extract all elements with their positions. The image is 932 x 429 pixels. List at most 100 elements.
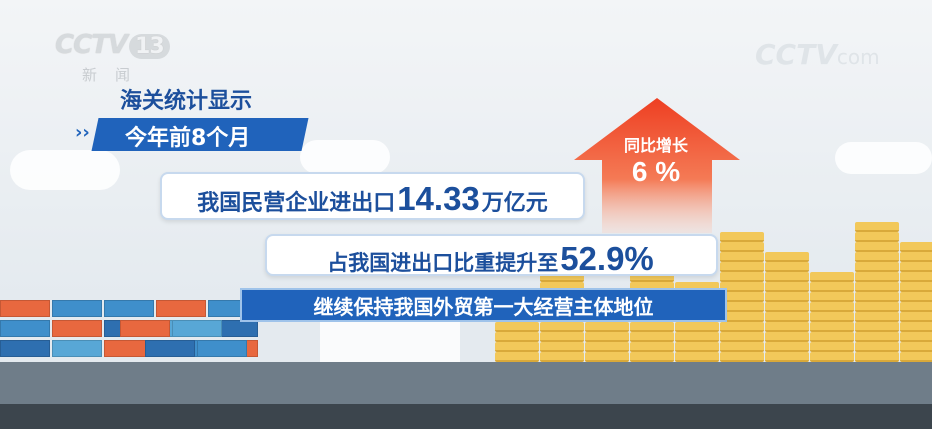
coin: [720, 272, 764, 282]
coin: [855, 302, 899, 312]
cloud: [835, 142, 932, 174]
coin: [765, 322, 809, 332]
coin: [810, 312, 854, 322]
coin: [810, 332, 854, 342]
coin: [495, 322, 539, 332]
growth-value: 6 %: [631, 156, 681, 187]
fact1-value: 14.33: [397, 180, 480, 217]
coin: [765, 342, 809, 352]
coin: [855, 232, 899, 242]
coin: [855, 342, 899, 352]
fact2-value: 52.9%: [560, 240, 654, 277]
coin: [585, 332, 629, 342]
shipping-container: [52, 340, 102, 357]
coin: [855, 282, 899, 292]
shipping-container: [0, 300, 50, 317]
shipping-container: [52, 320, 102, 337]
cctv-com-watermark: CCTVcom: [755, 38, 880, 71]
coin: [900, 352, 932, 362]
coin: [720, 352, 764, 362]
growth-label: 同比增长: [623, 136, 688, 155]
coin: [765, 332, 809, 342]
coin: [720, 252, 764, 262]
coin: [720, 302, 764, 312]
coin: [720, 342, 764, 352]
coin: [720, 232, 764, 242]
shipping-container: [120, 320, 170, 337]
coin: [675, 322, 719, 332]
coin: [585, 342, 629, 352]
coin: [810, 342, 854, 352]
headline: 海关统计显示: [120, 89, 253, 114]
coin: [900, 322, 932, 332]
fact1-suffix: 万亿元: [481, 191, 548, 216]
coin: [765, 352, 809, 362]
coin: [810, 322, 854, 332]
coin: [855, 262, 899, 272]
coin: [675, 352, 719, 362]
coin: [855, 322, 899, 332]
coin: [900, 272, 932, 282]
coin: [540, 342, 584, 352]
coin: [765, 272, 809, 282]
coin: [810, 292, 854, 302]
coin: [855, 252, 899, 262]
chevron-decoration-icon: ››: [75, 122, 90, 143]
coin: [720, 262, 764, 272]
coin: [900, 262, 932, 272]
coin: [900, 252, 932, 262]
shipping-container: [156, 300, 206, 317]
coin: [855, 272, 899, 282]
coin: [765, 302, 809, 312]
coin: [540, 332, 584, 342]
shipping-container: [104, 300, 154, 317]
shipping-container: [197, 340, 247, 357]
coin: [765, 252, 809, 262]
coin: [720, 282, 764, 292]
shipping-container: [0, 320, 50, 337]
coin: [585, 322, 629, 332]
fact-private-trade-volume: 我国民营企业进出口 14.33 万亿元: [160, 172, 585, 220]
road-edge: [0, 404, 932, 429]
coin: [495, 342, 539, 352]
coin: [765, 312, 809, 322]
coin: [720, 332, 764, 342]
cloud: [10, 150, 120, 190]
fact2-prefix: 占我国进出口比重提升至: [327, 251, 559, 275]
coin: [540, 352, 584, 362]
shipping-container: [0, 340, 50, 357]
coin: [855, 292, 899, 302]
coin: [720, 242, 764, 252]
coin: [810, 272, 854, 282]
coin: [810, 352, 854, 362]
coin: [900, 332, 932, 342]
coin: [630, 352, 674, 362]
coin: [540, 272, 584, 282]
coin: [855, 352, 899, 362]
coin: [765, 292, 809, 302]
coin: [675, 342, 719, 352]
coin: [630, 322, 674, 332]
coin: [720, 292, 764, 302]
fact1-prefix: 我国民营企业进出口: [197, 191, 396, 216]
coin: [810, 282, 854, 292]
coin: [855, 222, 899, 232]
coin: [900, 282, 932, 292]
coin: [630, 342, 674, 352]
shipping-container: [172, 320, 222, 337]
coin: [720, 322, 764, 332]
coin: [900, 302, 932, 312]
fact-leading-position-banner: 继续保持我国外贸第一大经营主体地位: [240, 288, 727, 322]
coin: [630, 272, 674, 282]
shipping-container: [145, 340, 195, 357]
growth-arrow-icon: [574, 98, 740, 233]
coin: [675, 332, 719, 342]
coin: [900, 312, 932, 322]
coin: [855, 242, 899, 252]
coin: [900, 242, 932, 252]
period-banner-text: 今年前8个月: [125, 126, 251, 151]
cctv13-logo-sub: 新闻: [82, 66, 149, 84]
coin: [810, 302, 854, 312]
coin: [585, 352, 629, 362]
coin: [855, 332, 899, 342]
